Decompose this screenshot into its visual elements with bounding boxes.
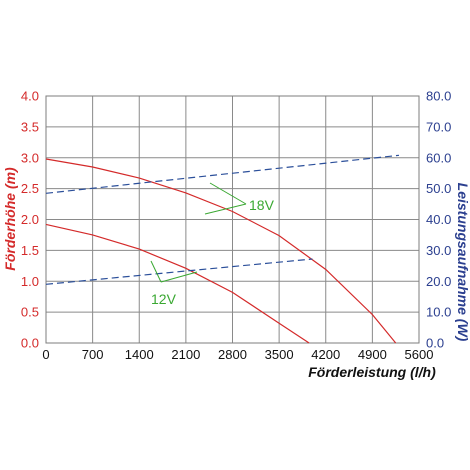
y-left-tick-label: 2.0 xyxy=(21,212,39,227)
x-tick-label: 3500 xyxy=(265,347,294,362)
annotation-12v: 12V xyxy=(151,291,177,307)
leader-12v-b xyxy=(160,271,198,283)
y-left-tick-label: 4.0 xyxy=(21,89,39,104)
y-left-tick-label: 0.5 xyxy=(21,305,39,320)
ticks: 0 700 1400 2100 2800 3500 4200 4900 56000.00.51.… xyxy=(21,89,451,363)
plot-frame xyxy=(45,95,420,344)
y-right-tick-label: 0.0 xyxy=(426,336,444,351)
series-layer xyxy=(45,154,400,344)
y-left-tick-label: 1.5 xyxy=(21,243,39,258)
leader-18v-a xyxy=(209,182,247,205)
y-left-tick-label: 3.5 xyxy=(21,119,39,134)
x-tick-label: 700 xyxy=(82,347,104,362)
head-curve-18v xyxy=(45,158,397,344)
y-axis-left-title: Förderhöhe (m) xyxy=(2,167,18,271)
y-right-tick-label: 40.0 xyxy=(426,212,451,227)
y-left-tick-label: 2.5 xyxy=(21,181,39,196)
x-tick-label: 2100 xyxy=(171,347,200,362)
y-right-tick-label: 60.0 xyxy=(426,150,451,165)
y-axis-right-title: Leistungsaufnahme (W) xyxy=(455,183,470,342)
y-right-tick-label: 30.0 xyxy=(426,243,451,258)
y-right-tick-label: 80.0 xyxy=(426,89,451,104)
y-left-tick-label: 3.0 xyxy=(21,150,39,165)
x-tick-label: 5600 xyxy=(405,347,434,362)
power-line-12v xyxy=(45,258,313,285)
x-tick-label: 1400 xyxy=(125,347,154,362)
leader-12v-a xyxy=(150,260,162,283)
x-tick-label: 2800 xyxy=(218,347,247,362)
power-line-18v xyxy=(45,154,400,194)
x-tick-label: 4900 xyxy=(358,347,387,362)
x-tick-label: 4200 xyxy=(311,347,340,362)
y-right-tick-label: 50.0 xyxy=(426,181,451,196)
leader-18v-b xyxy=(204,203,247,215)
x-tick-label: 0 xyxy=(42,347,49,362)
y-right-tick-label: 10.0 xyxy=(426,305,451,320)
y-left-tick-label: 1.0 xyxy=(21,274,39,289)
head-curve-12v xyxy=(45,223,310,344)
annotation-18v: 18V xyxy=(249,197,275,213)
annotation-layer: 18V 12V xyxy=(150,182,275,307)
y-right-tick-label: 70.0 xyxy=(426,119,451,134)
y-right-tick-label: 20.0 xyxy=(426,274,451,289)
y-left-tick-label: 0.0 xyxy=(21,336,39,351)
x-axis-title: Förderleistung (l/h) xyxy=(308,364,436,380)
